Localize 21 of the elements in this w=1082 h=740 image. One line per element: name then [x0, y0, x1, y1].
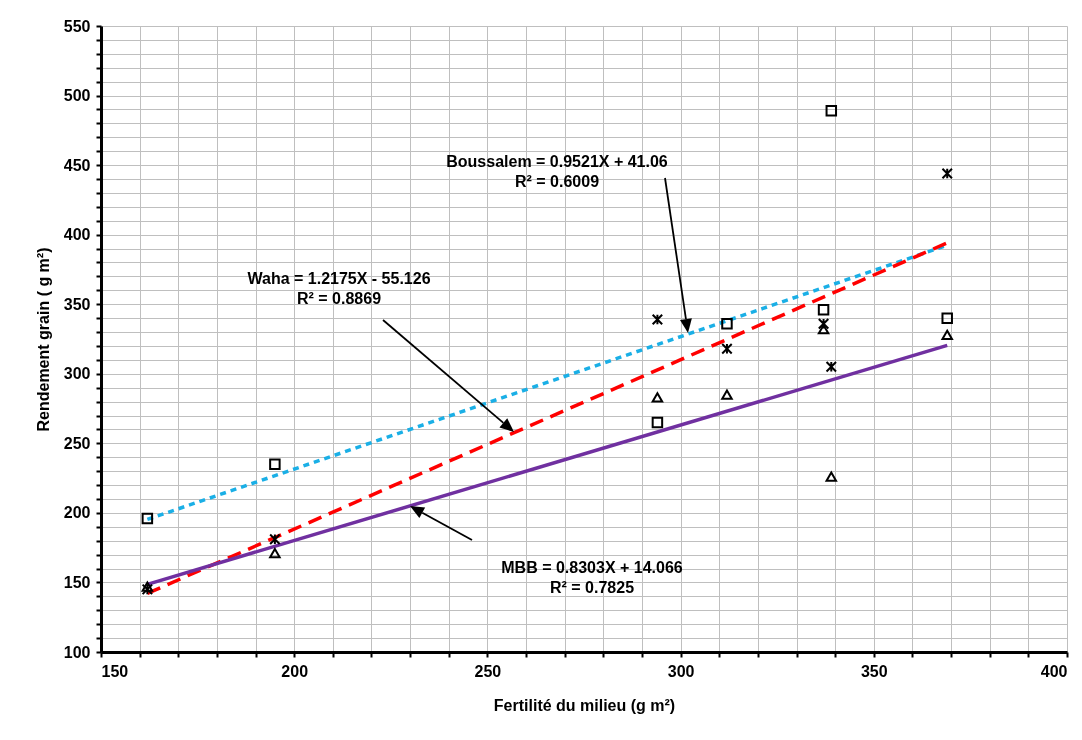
x-tick-label: 200	[281, 662, 309, 680]
y-tick-label: 150	[63, 573, 91, 591]
y-tick-label: 300	[63, 365, 91, 383]
y-tick-label: 400	[63, 226, 91, 244]
y-tick-label: 250	[63, 434, 91, 452]
x-tick-label: 350	[860, 662, 888, 680]
x-tick-label: 400	[1040, 662, 1068, 680]
annotation: MBB = 0.8303X + 14.066 R² = 0.7825	[501, 559, 683, 596]
x-tick-label: 300	[667, 662, 695, 680]
annotation: Waha = 1.2175X - 55.126 R² = 0.8869	[247, 270, 431, 307]
y-tick-label: 200	[63, 504, 91, 522]
y-tick-label: 500	[63, 87, 91, 105]
x-tick-label: 250	[474, 662, 502, 680]
annotation: Boussalem = 0.9521X + 41.06 R² = 0.6009	[446, 153, 668, 190]
y-tick-label: 550	[63, 17, 91, 35]
x-axis-title: Fertilité du milieu (g m²)	[493, 696, 676, 714]
y-tick-label: 450	[63, 156, 91, 174]
y-tick-label: 100	[63, 643, 91, 661]
x-tick-label: 150	[101, 662, 129, 680]
y-axis-title: Rendement grain ( g m²)	[34, 247, 52, 432]
y-tick-label: 350	[63, 295, 91, 313]
